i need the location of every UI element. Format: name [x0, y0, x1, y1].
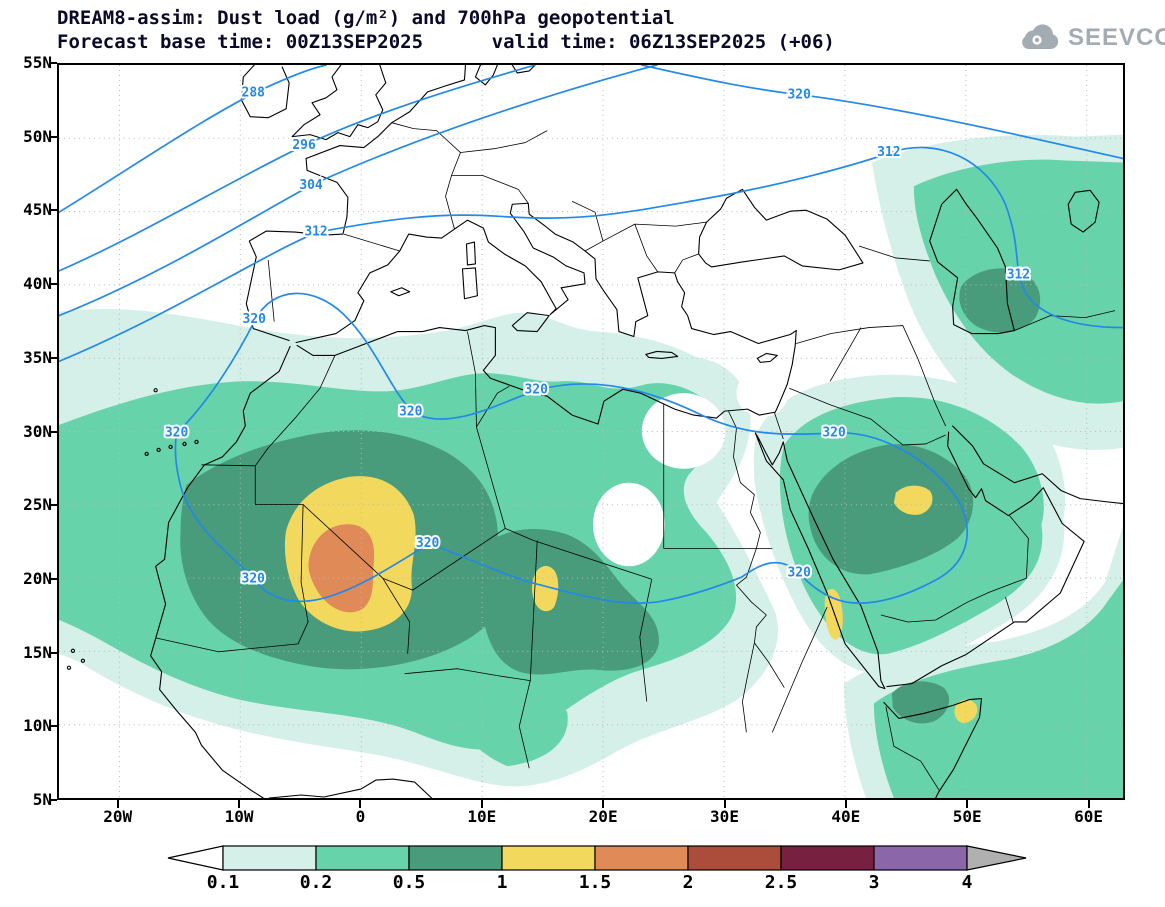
lat-label: 55N: [23, 53, 52, 72]
lat-tick: [49, 135, 57, 138]
plot-subtitle: Forecast base time: 00Z13SEP2025 valid t…: [57, 31, 835, 53]
lat-tick: [49, 62, 57, 64]
plot-header: DREAM8-assim: Dust load (g/m²) and 700hP…: [57, 6, 835, 54]
lon-label: 0: [355, 807, 366, 826]
geopotential-contour-label: 320: [243, 312, 267, 327]
nile-river: [728, 410, 785, 733]
geopotential-contour-label: 320: [788, 566, 812, 581]
geopotential-contour-label: 312: [877, 145, 900, 160]
lon-label: 50E: [952, 807, 982, 826]
lon-tick: [844, 800, 847, 808]
dust-shading: [59, 134, 1123, 798]
lon-tick: [480, 800, 483, 808]
colorbar-value: 1.5: [578, 872, 612, 893]
lat-label: 5N: [32, 790, 52, 809]
colorbar-segment: [222, 845, 317, 871]
colorbar-segment: [687, 845, 782, 871]
colorbar-value: 0.5: [392, 872, 426, 893]
lat-label: 30N: [23, 421, 52, 441]
colorbar-value: 2.5: [764, 872, 798, 893]
lat-tick: [49, 430, 57, 433]
plot-title: DREAM8-assim: Dust load (g/m²) and 700hP…: [57, 7, 675, 29]
lat-label: 40N: [23, 274, 52, 294]
colorbar-segment: [501, 845, 596, 871]
lon-tick: [602, 800, 605, 808]
colorbar-segment: [780, 845, 875, 871]
colorbar-segment: [966, 845, 1027, 871]
geopotential-contour-label: 320: [822, 425, 846, 440]
seevccc-logo: SEEVCCC: [1016, 22, 1165, 54]
lon-label: 10E: [467, 807, 497, 826]
geopotential-contour-label: 320: [416, 536, 440, 551]
lat-label: 10N: [23, 716, 52, 736]
lat-tick: [49, 725, 57, 728]
lat-tick: [49, 577, 57, 580]
lat-tick: [49, 504, 57, 507]
colorbar-value: 3: [868, 872, 880, 893]
lat-tick: [49, 356, 57, 359]
lat-tick: [49, 651, 57, 654]
colorbar-bar: [167, 845, 1027, 871]
geopotential-contour-label: 320: [165, 425, 189, 440]
lat-label: 25N: [23, 495, 52, 515]
lat-tick: [49, 283, 57, 286]
coastlines: [66, 65, 1123, 798]
geopotential-contour-label: 312: [1007, 267, 1030, 282]
lat-tick: [49, 209, 57, 212]
geopotential-contours: [59, 65, 1123, 605]
geopotential-contour-label: 320: [399, 405, 423, 420]
lon-tick: [723, 800, 726, 808]
colorbar-value: 0.1: [206, 872, 240, 893]
lat-tick: [49, 799, 57, 801]
colorbar-segment: [873, 845, 968, 871]
lon-label: 20E: [588, 807, 618, 826]
geopotential-contour-label: 320: [525, 383, 549, 398]
lon-tick: [116, 800, 119, 808]
lon-label: 30E: [710, 807, 739, 826]
colorbar-value: 4: [961, 872, 973, 893]
lon-tick: [359, 800, 362, 808]
geopotential-contour-label: 312: [304, 225, 327, 240]
colorbar-value: 1: [496, 872, 508, 893]
contour-labels: 288 296 304 312 312 312 320 320 320 320 320 320 320 3…: [163, 83, 1032, 588]
colorbar-segment: [408, 845, 503, 871]
lon-label: 10W: [224, 807, 254, 826]
colorbar-value: 0.2: [299, 872, 333, 893]
lon-tick: [1087, 800, 1090, 808]
geopotential-contour-label: 304: [299, 178, 323, 193]
lon-label: 60E: [1074, 807, 1104, 826]
cloud-icon: [1022, 24, 1059, 49]
lon-label: 40E: [831, 807, 861, 826]
colorbar-segment: [315, 845, 410, 871]
country-borders: [155, 122, 1116, 792]
lat-label: 20N: [23, 568, 52, 588]
lat-label: 45N: [23, 200, 52, 220]
map-canvas: 288 296 304 312 312 312 320 320 320 320 320 320 320 3…: [59, 65, 1123, 798]
lon-label: 20W: [103, 807, 133, 826]
lon-tick: [966, 800, 969, 808]
lat-label: 15N: [23, 642, 52, 662]
geopotential-contour-label: 288: [242, 85, 265, 100]
geopotential-contour-label: 296: [292, 138, 316, 153]
lat-label: 50N: [23, 126, 52, 146]
colorbar-segment: [167, 845, 224, 871]
colorbar: [160, 842, 1040, 876]
colorbar-segment: [594, 845, 689, 871]
dust-clear-gaps: [592, 369, 789, 567]
logo-text: SEEVCCC: [1068, 24, 1165, 51]
geopotential-contour-label: 320: [242, 572, 266, 587]
colorbar-value: 2: [682, 872, 694, 893]
lon-tick: [238, 800, 241, 808]
geopotential-contour-label: 320: [788, 87, 812, 102]
lat-label: 35N: [23, 347, 52, 367]
map-plot: 288 296 304 312 312 312 320 320 320 320 320 320 320 3…: [57, 63, 1125, 800]
